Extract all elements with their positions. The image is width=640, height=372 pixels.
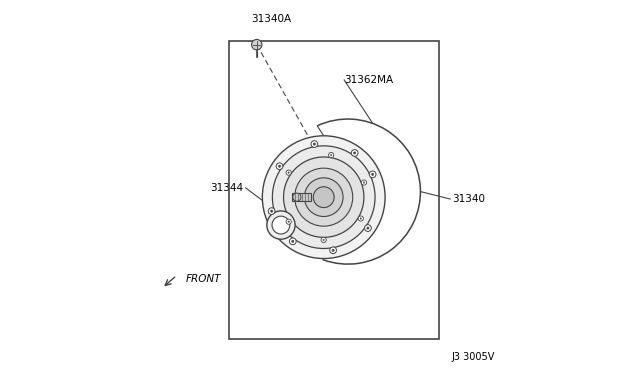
- Circle shape: [278, 165, 281, 167]
- Circle shape: [289, 238, 296, 245]
- Circle shape: [252, 39, 262, 50]
- Circle shape: [353, 152, 356, 154]
- Text: FRONT: FRONT: [186, 274, 221, 284]
- Circle shape: [272, 216, 290, 234]
- Circle shape: [362, 180, 367, 185]
- Circle shape: [369, 171, 376, 178]
- Circle shape: [358, 216, 364, 221]
- Circle shape: [262, 136, 385, 259]
- Circle shape: [284, 157, 364, 237]
- Circle shape: [351, 150, 358, 156]
- Circle shape: [293, 193, 301, 201]
- Circle shape: [330, 154, 332, 156]
- Circle shape: [328, 153, 333, 158]
- Circle shape: [371, 173, 374, 176]
- Circle shape: [313, 143, 316, 145]
- Circle shape: [305, 178, 343, 217]
- Text: 31362MA: 31362MA: [344, 75, 394, 85]
- Circle shape: [360, 218, 362, 219]
- Circle shape: [365, 225, 371, 231]
- Text: 31340: 31340: [452, 194, 485, 204]
- Circle shape: [288, 221, 289, 222]
- Circle shape: [286, 219, 291, 224]
- Text: 31340A: 31340A: [251, 14, 291, 24]
- Circle shape: [268, 208, 275, 215]
- Bar: [229, 41, 439, 339]
- Text: 31344: 31344: [211, 183, 244, 193]
- Circle shape: [323, 239, 324, 241]
- Circle shape: [330, 247, 337, 254]
- Circle shape: [367, 227, 369, 229]
- Circle shape: [314, 187, 334, 208]
- Circle shape: [292, 240, 294, 243]
- Circle shape: [288, 172, 289, 173]
- Circle shape: [363, 182, 365, 183]
- Circle shape: [271, 210, 273, 212]
- Circle shape: [332, 249, 334, 251]
- Circle shape: [276, 163, 283, 170]
- Circle shape: [321, 237, 326, 243]
- Circle shape: [311, 141, 317, 147]
- Circle shape: [286, 170, 291, 175]
- Circle shape: [294, 168, 353, 226]
- Bar: [292, 193, 312, 201]
- Circle shape: [273, 146, 375, 248]
- Text: J3 3005V: J3 3005V: [451, 352, 495, 362]
- Circle shape: [267, 211, 295, 239]
